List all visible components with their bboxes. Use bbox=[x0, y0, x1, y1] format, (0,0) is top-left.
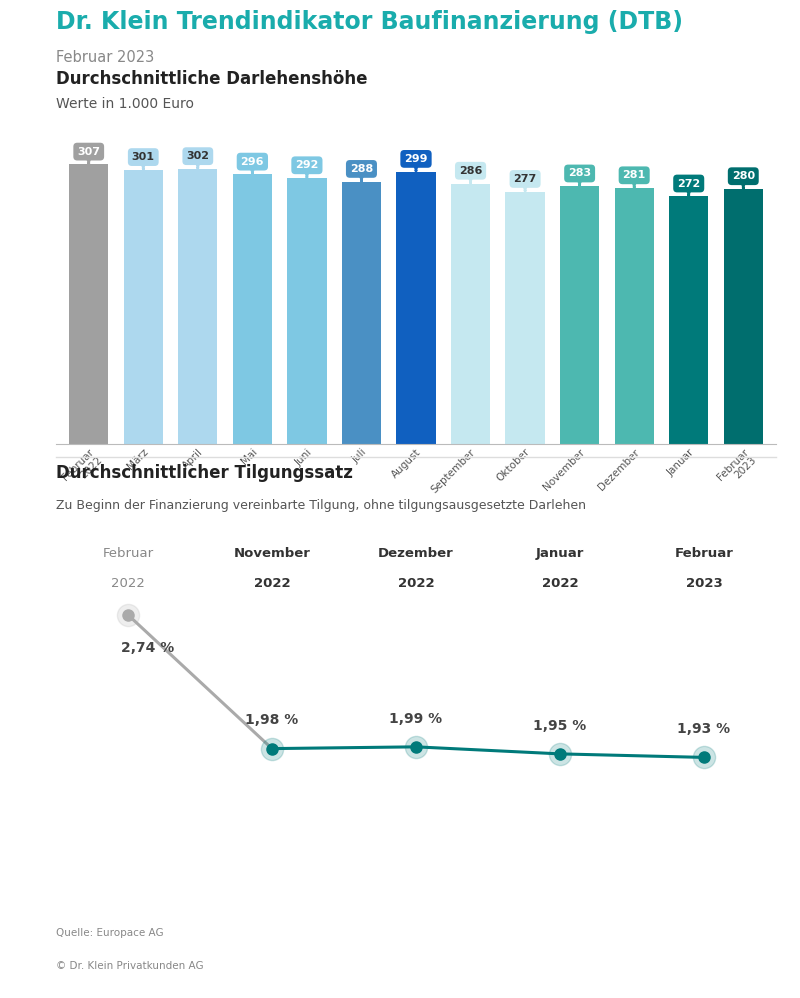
Bar bbox=[724, 189, 763, 444]
Text: Zu Beginn der Finanzierung vereinbarte Tilgung, ohne tilgungsausgesetzte Darlehe: Zu Beginn der Finanzierung vereinbarte T… bbox=[56, 499, 586, 512]
Text: 299: 299 bbox=[404, 154, 428, 171]
Text: Februar 2023: Februar 2023 bbox=[56, 50, 154, 65]
Text: Dezember: Dezember bbox=[378, 547, 454, 560]
Bar bbox=[124, 170, 163, 444]
Bar bbox=[669, 197, 708, 444]
Text: Durchschnittliche Darlehenshöhe: Durchschnittliche Darlehenshöhe bbox=[56, 70, 367, 88]
Bar bbox=[69, 165, 108, 444]
Text: 2022: 2022 bbox=[254, 577, 290, 590]
Text: 1,93 %: 1,93 % bbox=[678, 723, 730, 737]
Text: 301: 301 bbox=[132, 152, 154, 169]
Text: 2022: 2022 bbox=[111, 577, 145, 590]
Text: 1,99 %: 1,99 % bbox=[390, 712, 442, 726]
Bar bbox=[614, 188, 654, 444]
Text: 277: 277 bbox=[514, 174, 537, 191]
Bar bbox=[233, 175, 272, 444]
Text: Februar: Februar bbox=[102, 547, 154, 560]
Text: Durchschnittlicher Tilgungssatz: Durchschnittlicher Tilgungssatz bbox=[56, 464, 353, 482]
Text: 286: 286 bbox=[459, 166, 482, 183]
Bar bbox=[396, 172, 436, 444]
Text: Werte in 1.000 Euro: Werte in 1.000 Euro bbox=[56, 97, 194, 111]
Text: 2022: 2022 bbox=[542, 577, 578, 590]
Text: 1,98 %: 1,98 % bbox=[246, 714, 298, 728]
Text: 296: 296 bbox=[241, 157, 264, 174]
Text: 288: 288 bbox=[350, 164, 373, 181]
Text: 2022: 2022 bbox=[398, 577, 434, 590]
Text: Dr. Klein Trendindikator Baufinanzierung (DTB): Dr. Klein Trendindikator Baufinanzierung… bbox=[56, 10, 683, 34]
Text: 302: 302 bbox=[186, 151, 210, 168]
Bar bbox=[287, 178, 326, 444]
Text: 2,74 %: 2,74 % bbox=[121, 642, 174, 656]
Text: 283: 283 bbox=[568, 169, 591, 186]
Text: 281: 281 bbox=[622, 171, 646, 187]
Bar bbox=[451, 184, 490, 444]
Text: 292: 292 bbox=[295, 161, 318, 177]
Text: 307: 307 bbox=[78, 147, 100, 164]
Text: Januar: Januar bbox=[536, 547, 584, 560]
Bar bbox=[560, 187, 599, 444]
Bar bbox=[342, 182, 381, 444]
Bar bbox=[506, 192, 545, 444]
Bar bbox=[178, 169, 218, 444]
Text: 2023: 2023 bbox=[686, 577, 722, 590]
Text: November: November bbox=[234, 547, 310, 560]
Text: 272: 272 bbox=[677, 179, 700, 196]
Text: 280: 280 bbox=[732, 172, 755, 188]
Text: 1,95 %: 1,95 % bbox=[534, 719, 586, 733]
Text: © Dr. Klein Privatkunden AG: © Dr. Klein Privatkunden AG bbox=[56, 961, 204, 971]
Text: Februar: Februar bbox=[674, 547, 734, 560]
Text: Quelle: Europace AG: Quelle: Europace AG bbox=[56, 928, 164, 938]
